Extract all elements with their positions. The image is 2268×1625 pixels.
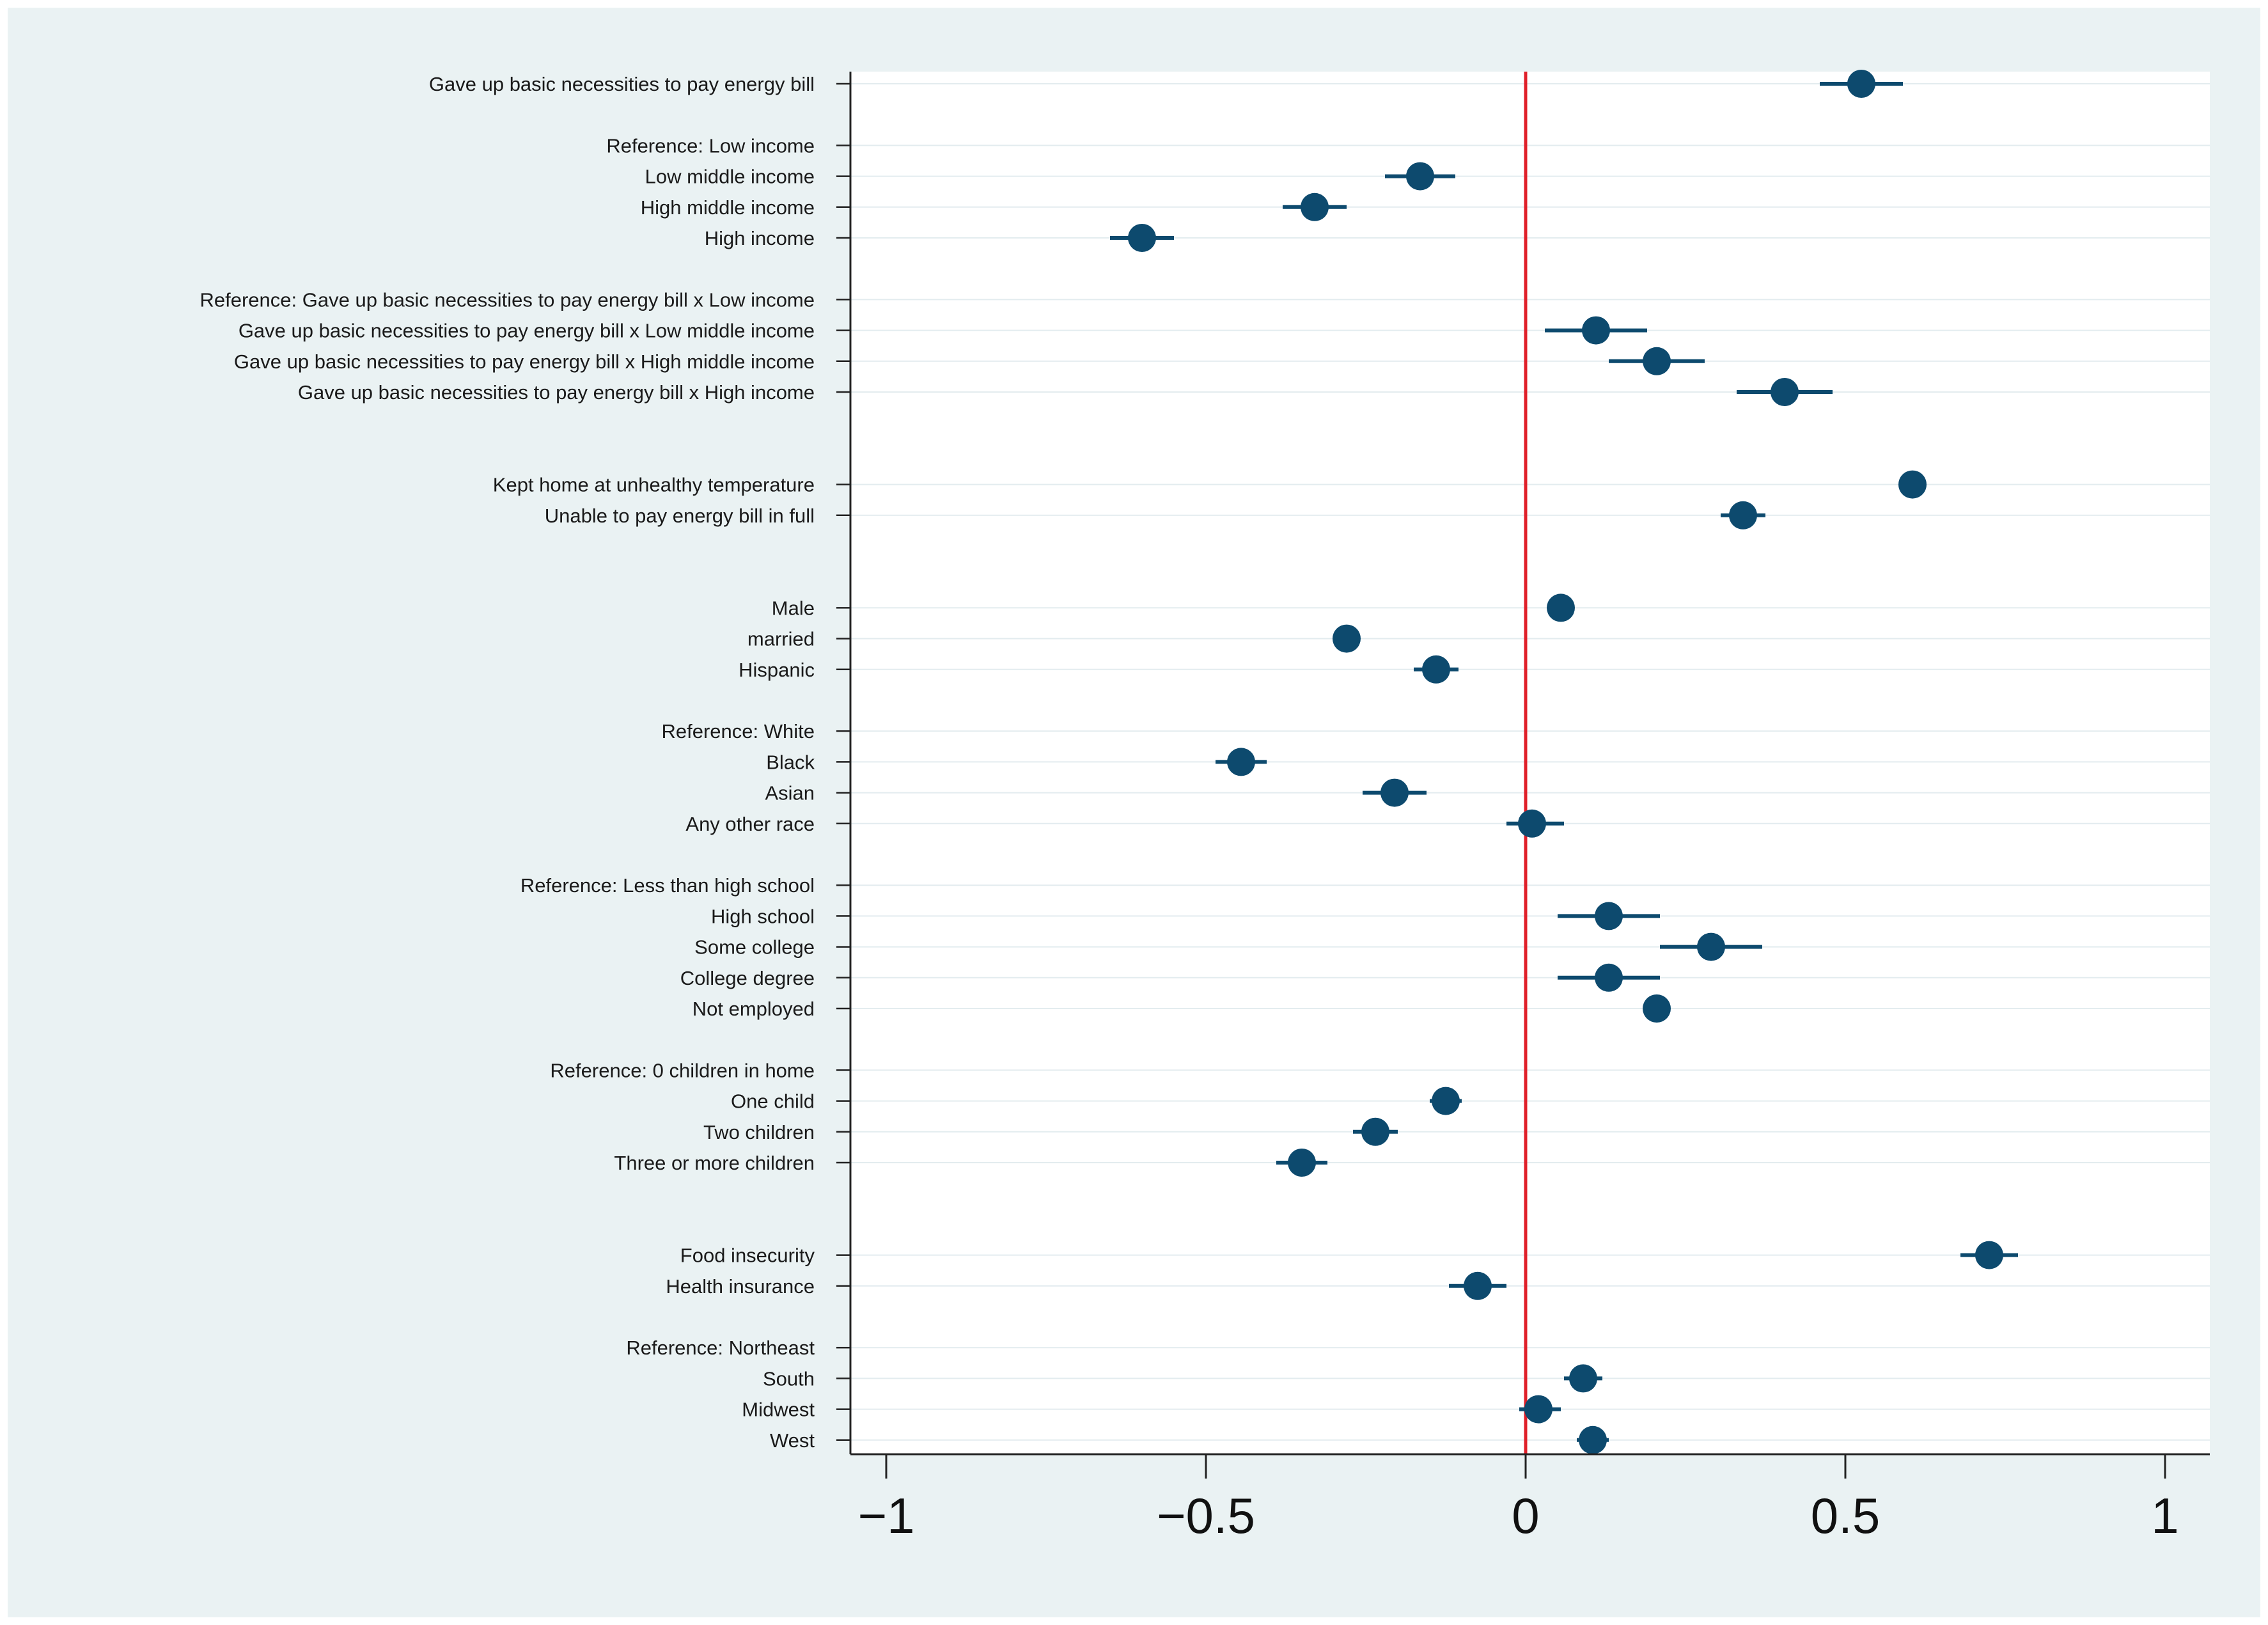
reference-label: Reference: Less than high school <box>520 874 815 897</box>
estimate-point <box>1975 1241 2003 1269</box>
estimate-point <box>1406 162 1434 191</box>
gridlines <box>850 83 2210 1441</box>
estimate-point <box>1380 778 1409 807</box>
row-label: Black <box>766 751 815 773</box>
row-label: High school <box>711 905 815 927</box>
estimate-point <box>1729 501 1757 530</box>
row-label: Asian <box>765 782 815 805</box>
row-label: Any other race <box>685 813 815 835</box>
row-label: Health insurance <box>666 1275 815 1298</box>
row-label: Gave up basic necessities to pay energy … <box>239 320 815 342</box>
estimate-point <box>1643 994 1671 1023</box>
estimate-points <box>1128 70 2003 1454</box>
reference-label: Reference: Low income <box>606 134 815 157</box>
row-label: Two children <box>703 1121 815 1143</box>
estimate-point <box>1333 624 1361 653</box>
row-label: Unable to pay energy bill in full <box>545 505 815 527</box>
row-label: College degree <box>680 967 815 989</box>
estimate-point <box>1595 963 1623 992</box>
row-label: Kept home at unhealthy temperature <box>493 474 815 496</box>
estimate-point <box>1547 593 1575 622</box>
estimate-point <box>1582 316 1610 345</box>
row-label: Gave up basic necessities to pay energy … <box>429 73 815 95</box>
estimate-point <box>1771 378 1799 406</box>
row-label: Gave up basic necessities to pay energy … <box>234 350 815 373</box>
estimate-point <box>1643 347 1671 375</box>
x-axis-ticks: −1 −0.5 0 0.5 1 <box>858 1454 2179 1544</box>
estimate-point <box>1569 1364 1597 1393</box>
row-labels: Gave up basic necessities to pay energy … <box>200 73 815 1452</box>
estimate-point <box>1898 470 1927 499</box>
reference-label: Reference: Northeast <box>626 1337 815 1359</box>
estimate-point <box>1518 809 1546 838</box>
plot-area <box>850 72 2210 1454</box>
estimate-point <box>1579 1425 1607 1454</box>
figure-frame: Gave up basic necessities to pay energy … <box>8 8 2260 1617</box>
estimate-point <box>1432 1087 1460 1115</box>
estimate-point <box>1464 1271 1492 1300</box>
row-label: High middle income <box>641 196 815 219</box>
row-label: Three or more children <box>614 1152 815 1174</box>
x-tick-label: 0 <box>1512 1488 1539 1544</box>
estimate-point <box>1128 224 1156 252</box>
reference-label: Reference: White <box>662 720 815 742</box>
estimate-point <box>1361 1117 1389 1146</box>
row-label: Not employed <box>692 998 815 1020</box>
estimate-point <box>1524 1395 1552 1424</box>
row-label: Low middle income <box>645 166 815 188</box>
row-label: married <box>747 628 815 650</box>
row-label: West <box>770 1429 815 1452</box>
row-label: One child <box>731 1090 815 1113</box>
coefficient-chart: Gave up basic necessities to pay energy … <box>200 70 2210 1544</box>
estimate-point <box>1422 655 1450 684</box>
x-tick-label: −0.5 <box>1157 1488 1255 1544</box>
axes <box>836 72 2210 1456</box>
row-label: Male <box>772 597 815 619</box>
estimate-point <box>1595 902 1623 930</box>
row-label: Midwest <box>742 1399 815 1421</box>
reference-label: Reference: Gave up basic necessities to … <box>200 288 815 311</box>
row-label: Gave up basic necessities to pay energy … <box>298 381 815 404</box>
row-label: High income <box>705 227 815 249</box>
row-label: Hispanic <box>739 659 815 681</box>
x-tick-label: −1 <box>858 1488 915 1544</box>
estimate-point <box>1288 1149 1316 1177</box>
estimate-point <box>1301 192 1329 221</box>
row-label: Food insecurity <box>680 1244 815 1267</box>
row-label: Some college <box>694 936 815 959</box>
row-label: South <box>763 1367 815 1390</box>
x-tick-label: 0.5 <box>1811 1488 1880 1544</box>
estimate-point <box>1697 932 1725 961</box>
reference-label: Reference: 0 children in home <box>550 1059 815 1081</box>
x-tick-label: 1 <box>2151 1488 2178 1544</box>
estimate-point <box>1847 70 1875 98</box>
estimate-point <box>1227 748 1255 776</box>
